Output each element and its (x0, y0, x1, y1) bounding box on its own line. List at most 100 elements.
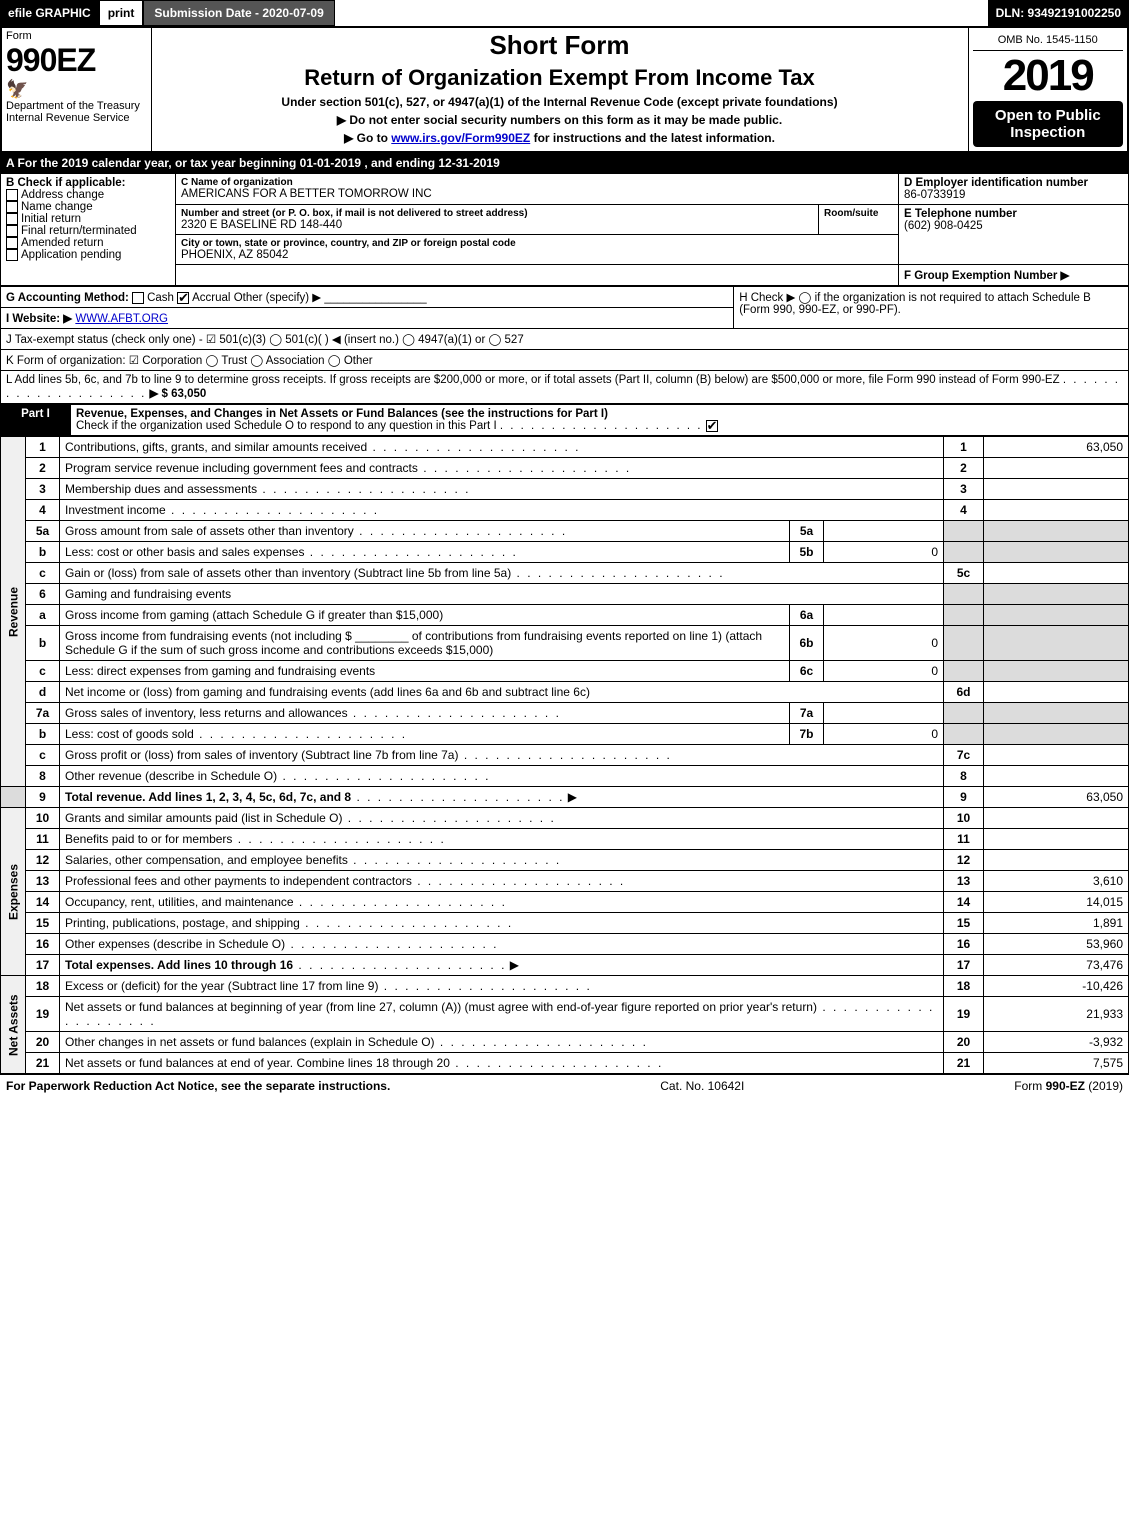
line-desc: Gross income from gaming (attach Schedul… (65, 608, 443, 622)
check-final-return[interactable]: Final return/terminated (6, 225, 170, 237)
line-col: 15 (944, 913, 984, 934)
shaded-cell (944, 724, 984, 745)
line-num: 18 (26, 976, 60, 997)
phone-label: E Telephone number (904, 208, 1123, 220)
shaded-cell (944, 584, 984, 605)
form-header: Form 990EZ 🦅 Department of the Treasury … (0, 26, 1129, 153)
line-num: 8 (26, 766, 60, 787)
line-col: 18 (944, 976, 984, 997)
financial-table: Revenue 1 Contributions, gifts, grants, … (0, 436, 1129, 1074)
line-desc: Other expenses (describe in Schedule O) (65, 937, 285, 951)
line-col: 4 (944, 500, 984, 521)
line-num: 21 (26, 1053, 60, 1074)
print-button[interactable]: print (99, 0, 144, 26)
line-desc: Contributions, gifts, grants, and simila… (65, 440, 367, 454)
no-ssn-text: ▶ Do not enter social security numbers o… (156, 113, 964, 127)
line-col: 3 (944, 479, 984, 500)
line-num: 7a (26, 703, 60, 724)
line-desc: Printing, publications, postage, and shi… (65, 916, 300, 930)
line-amount: -10,426 (984, 976, 1129, 997)
check-address-change[interactable]: Address change (6, 189, 170, 201)
shaded-cell (944, 605, 984, 626)
sub-line-num: 6a (790, 605, 824, 626)
irs-link[interactable]: www.irs.gov/Form990EZ (391, 131, 530, 145)
sub-line-num: 6b (790, 626, 824, 661)
line-amount: 21,933 (984, 997, 1129, 1032)
line-num: b (26, 724, 60, 745)
sub-amount: 0 (824, 542, 944, 563)
line-desc: Program service revenue including govern… (65, 461, 418, 475)
line-col: 8 (944, 766, 984, 787)
line-num: 10 (26, 808, 60, 829)
line-num: 16 (26, 934, 60, 955)
shaded-cell (984, 605, 1129, 626)
accounting-label: G Accounting Method: (6, 292, 129, 304)
line-desc: Less: cost or other basis and sales expe… (65, 545, 304, 559)
spacer (335, 0, 988, 26)
form-number: 990EZ (6, 42, 147, 79)
line-desc: Net assets or fund balances at end of ye… (65, 1056, 450, 1070)
website-label: I Website: ▶ (6, 313, 72, 325)
section-b-label: B Check if applicable: (6, 177, 170, 189)
line-desc: Professional fees and other payments to … (65, 874, 412, 888)
accounting-section: G Accounting Method: Cash Accrual Other … (0, 286, 1129, 404)
line-num: 3 (26, 479, 60, 500)
check-application-pending[interactable]: Application pending (6, 249, 170, 261)
line-num: 20 (26, 1032, 60, 1053)
line-num: 4 (26, 500, 60, 521)
check-initial-return[interactable]: Initial return (6, 213, 170, 225)
sub-amount (824, 703, 944, 724)
schedule-o-checkbox[interactable] (706, 420, 718, 432)
line-amount: 63,050 (984, 787, 1129, 808)
return-title: Return of Organization Exempt From Incom… (156, 65, 964, 91)
line-amount: 1,891 (984, 913, 1129, 934)
part1-header: Part I Revenue, Expenses, and Changes in… (0, 404, 1129, 436)
ein-value: 86-0733919 (904, 189, 1123, 201)
irs-seal-icon: 🦅 (6, 79, 147, 100)
line-desc: Net assets or fund balances at beginning… (65, 1000, 817, 1014)
line-col: 20 (944, 1032, 984, 1053)
website-link[interactable]: WWW.AFBT.ORG (75, 313, 168, 325)
line-amount: 63,050 (984, 437, 1129, 458)
sub-line-num: 5b (790, 542, 824, 563)
line-num: 1 (26, 437, 60, 458)
shaded-cell (984, 542, 1129, 563)
short-form-title: Short Form (156, 30, 964, 61)
line-col: 12 (944, 850, 984, 871)
line-num: b (26, 542, 60, 563)
sub-amount (824, 605, 944, 626)
line-amount (984, 745, 1129, 766)
line-col: 13 (944, 871, 984, 892)
gross-receipts-amount: ▶ $ 63,050 (149, 388, 206, 400)
page-footer: For Paperwork Reduction Act Notice, see … (0, 1074, 1129, 1097)
cash-label: Cash (147, 292, 174, 304)
line-desc: Membership dues and assessments (65, 482, 257, 496)
line-num: 19 (26, 997, 60, 1032)
footer-right: Form 990-EZ (2019) (1014, 1079, 1123, 1093)
line-amount (984, 500, 1129, 521)
sub-line-num: 7a (790, 703, 824, 724)
line-desc: Gross amount from sale of assets other t… (65, 524, 354, 538)
sub-line-num: 5a (790, 521, 824, 542)
line-desc: Other changes in net assets or fund bala… (65, 1035, 435, 1049)
line-desc: Other revenue (describe in Schedule O) (65, 769, 277, 783)
shaded-cell (984, 584, 1129, 605)
line-col: 19 (944, 997, 984, 1032)
footer-left: For Paperwork Reduction Act Notice, see … (6, 1079, 390, 1093)
cash-checkbox[interactable] (132, 292, 144, 304)
dln-label: DLN: 93492191002250 (988, 0, 1129, 26)
line-amount (984, 850, 1129, 871)
line-num: c (26, 563, 60, 584)
tax-period: A For the 2019 calendar year, or tax yea… (0, 153, 1129, 173)
city-label: City or town, state or province, country… (181, 238, 893, 249)
check-name-change[interactable]: Name change (6, 201, 170, 213)
line-amount: 53,960 (984, 934, 1129, 955)
open-public-badge: Open to Public Inspection (973, 101, 1124, 147)
line-num: 12 (26, 850, 60, 871)
street-label: Number and street (or P. O. box, if mail… (181, 208, 813, 219)
accrual-checkbox[interactable] (177, 292, 189, 304)
line-desc: Salaries, other compensation, and employ… (65, 853, 348, 867)
submission-date: Submission Date - 2020-07-09 (143, 0, 334, 26)
check-amended-return[interactable]: Amended return (6, 237, 170, 249)
line-col: 10 (944, 808, 984, 829)
